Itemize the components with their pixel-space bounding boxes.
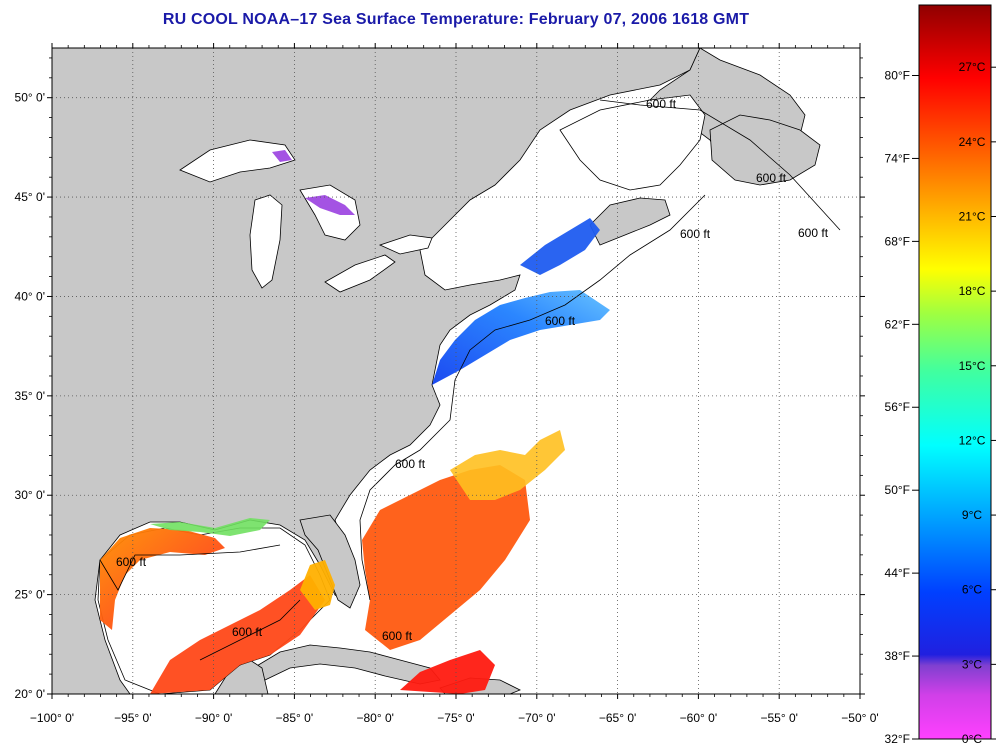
latitude-label: 30° 0' [15,488,45,502]
longitude-label: −55° 0' [760,711,797,725]
longitude-label: −75° 0' [437,711,474,725]
lake-erie [324,254,396,293]
latitude-label: 25° 0' [15,588,45,602]
colorbar-label-c: 12°C [959,433,986,447]
colorbar-label-c: 15°C [959,359,986,373]
map-title: RU COOL NOAA–17 Sea Surface Temperature:… [162,11,750,28]
latitude-labels: 20° 0' 25° 0' 30° 0' 35° 0' 40° 0' 45° 0' 50° … [15,91,45,701]
colorbar-label-f: 80°F [885,68,910,82]
contour-label-hatteras: 600 ft [395,457,426,471]
latitude-label: 35° 0' [15,389,45,403]
colorbar-label-c: 24°C [959,135,986,149]
colorbar-label-f: 44°F [885,566,910,580]
sst-atlantic-south [362,465,530,650]
colorbar-label-c: 3°C [962,657,982,671]
sst-gulf-maine [520,218,600,275]
colorbar-label-f: 68°F [885,234,910,248]
sst-lake-purple [305,195,355,215]
longitude-label: −50° 0' [841,711,878,725]
land-florida [299,514,361,609]
sst-loop-current [300,560,335,610]
land-north-america [52,48,701,694]
colorbar-label-f: 62°F [885,317,910,331]
colorbar [918,4,992,740]
longitude-labels: −100° 0' −95° 0' −90° 0' −85° 0' −80° 0' −75°… [30,711,879,725]
gulf-st-lawrence [559,94,706,191]
sst-bahamas-red [400,650,495,694]
colorbar-label-f: 32°F [885,732,910,746]
colorbar-label-c: 21°C [959,209,986,223]
longitude-label: −90° 0' [195,711,232,725]
contour-label-grand-banks: 600 ft [798,226,829,240]
contour-label-gulf-west: 600 ft [116,555,147,569]
longitude-label: −95° 0' [114,711,151,725]
sst-northeast [432,290,610,385]
colorbar-label-c: 0°C [962,732,982,746]
lake-michigan [249,194,283,289]
contour-label-florida: 600 ft [382,629,413,643]
colorbar-label-c: 27°C [959,60,986,74]
grid-lines [52,48,860,694]
contour-label-newfoundland: 600 ft [756,171,787,185]
sst-gulf-coast [100,528,225,630]
contour-label-mid-atlantic: 600 ft [545,314,576,328]
latitude-label: 50° 0' [15,91,45,105]
contour-label-canada: 600 ft [646,97,677,111]
axis-ticks [47,43,865,699]
longitude-label: −100° 0' [30,711,74,725]
sst-atlantic-yellow [450,430,565,500]
colorbar-label-c: 9°C [962,508,982,522]
land-nova-scotia [589,197,671,246]
lake-superior [179,139,296,183]
sst-lake-purple-2 [272,150,292,162]
colorbar-celsius-labels: 0°C 3°C 6°C 9°C 12°C 15°C 18°C 21°C 24°C 27°C [959,60,996,746]
latitude-label: 45° 0' [15,190,45,204]
longitude-label: −80° 0' [356,711,393,725]
depth-contour-600ft [99,99,841,661]
colorbar-label-f: 74°F [885,151,910,165]
colorbar-label-f: 56°F [885,400,910,414]
contour-label-scotian: 600 ft [680,227,711,241]
longitude-label: −60° 0' [680,711,717,725]
sst-gulf-coast-green [150,518,270,536]
colorbar-label-f: 38°F [885,649,910,663]
colorbar-label-f: 50°F [885,483,910,497]
contour-label-caribbean: 600 ft [232,625,263,639]
colorbar-label-c: 18°C [959,284,986,298]
latitude-label: 20° 0' [15,687,45,701]
colorbar-label-c: 6°C [962,583,982,597]
colorbar-fahrenheit-labels: 32°F 38°F 44°F 50°F 56°F 62°F 68°F 74°F 80°F [885,68,919,746]
longitude-label: −70° 0' [518,711,555,725]
longitude-label: −85° 0' [276,711,313,725]
latitude-label: 40° 0' [15,289,45,303]
lake-ontario [378,234,433,255]
longitude-label: −65° 0' [599,711,636,725]
sst-gulf-south [150,575,325,694]
